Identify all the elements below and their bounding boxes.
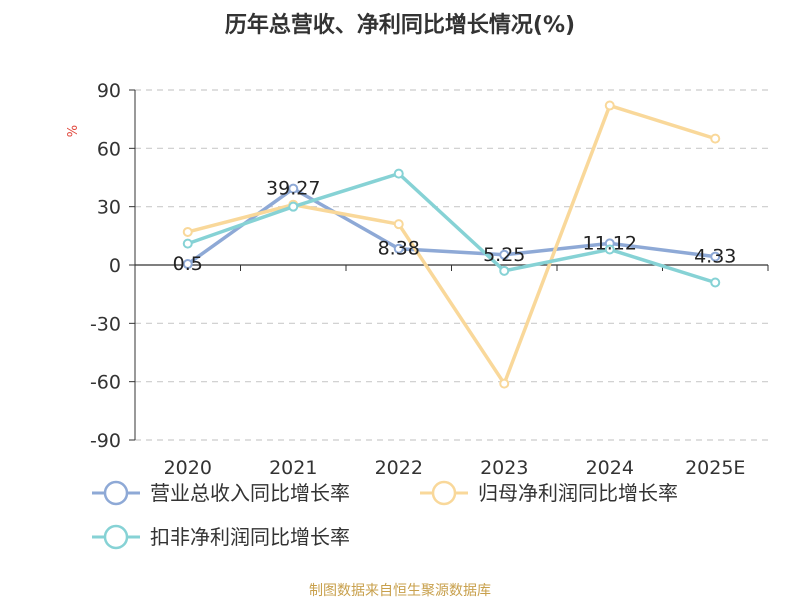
- y-tick-label: 0: [109, 255, 121, 277]
- chart-title: 历年总营收、净利同比增长情况(%): [225, 12, 575, 38]
- data-point: [604, 100, 615, 111]
- data-point: [182, 226, 193, 237]
- data-label: 11.12: [583, 232, 637, 254]
- data-label: 0.5: [173, 253, 203, 275]
- y-tick-label: 30: [97, 197, 121, 219]
- data-label: 4.33: [694, 246, 736, 268]
- legend-marker: [103, 524, 129, 550]
- x-tick-label: 2025E: [685, 457, 745, 479]
- data-point: [710, 251, 721, 262]
- x-tick-labels: 2020 2021 2022 2023 2024 2025E: [164, 457, 746, 479]
- y-tick-label: 60: [97, 138, 121, 160]
- data-point: [182, 238, 193, 249]
- data-label: 5.25: [483, 244, 525, 266]
- data-point: [288, 183, 299, 194]
- series-lines: [182, 100, 721, 389]
- data-point: [710, 277, 721, 288]
- y-tick-labels: 90 60 30 0 -30 -60 -90: [90, 80, 121, 452]
- data-point: [499, 265, 510, 276]
- series-line: [186, 186, 716, 266]
- data-point: [604, 244, 615, 255]
- x-tick-label: 2020: [164, 457, 212, 479]
- data-label: 8.38: [378, 238, 420, 260]
- legend-marker: [431, 480, 457, 506]
- x-tick-label: 2021: [269, 457, 317, 479]
- x-tick-label: 2024: [586, 457, 634, 479]
- data-point: [393, 168, 404, 179]
- data-point: [288, 201, 299, 212]
- y-tick-label: -30: [90, 313, 121, 335]
- data-point: [499, 378, 510, 389]
- series-line: [187, 103, 716, 386]
- data-point: [393, 219, 404, 230]
- x-tick-label: 2022: [375, 457, 423, 479]
- series-line: [187, 171, 716, 285]
- data-point: [710, 133, 721, 144]
- y-axis-unit: %: [66, 125, 81, 137]
- source-note: 制图数据来自恒生聚源数据库: [309, 583, 491, 599]
- y-tick-label: -90: [90, 430, 121, 452]
- x-tick-label: 2023: [480, 457, 528, 479]
- data-point: [393, 243, 404, 254]
- data-label: 39.27: [266, 178, 320, 200]
- data-labels: 0.5 39.27 8.38 5.25 11.12 4.33: [173, 178, 737, 275]
- legend-marker: [103, 480, 129, 506]
- data-point: [182, 259, 193, 270]
- y-tick-label: -60: [90, 372, 121, 394]
- legend-label: 归母净利润同比增长率: [478, 481, 678, 505]
- y-tick-label: 90: [97, 80, 121, 102]
- legend-label: 扣非净利润同比增长率: [150, 525, 350, 549]
- data-point: [499, 249, 510, 260]
- legend-label: 营业总收入同比增长率: [150, 481, 350, 505]
- axes: [129, 89, 769, 441]
